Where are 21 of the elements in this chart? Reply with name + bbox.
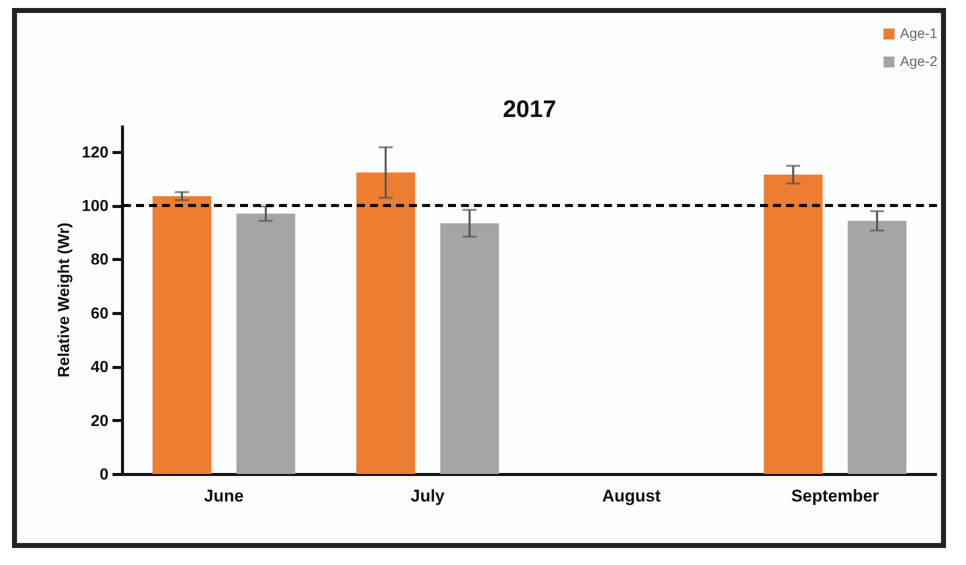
x-tick-label: September [791, 486, 880, 506]
y-axis-title: Relative Weight (Wr) [56, 222, 73, 378]
y-tick-label: 40 [90, 359, 109, 376]
bar [356, 172, 416, 474]
bar [440, 223, 499, 474]
y-tick-label: 0 [100, 466, 109, 484]
x-tick-label: July [410, 486, 446, 506]
legend-label: Age-2 [900, 53, 938, 69]
y-tick-label: 120 [82, 144, 109, 162]
y-tick-label: 20 [90, 412, 109, 430]
bar [848, 220, 906, 474]
bar [152, 196, 212, 474]
chart-title: 2017 [502, 96, 556, 123]
legend-label: Age-1 [900, 25, 938, 41]
y-tick-label: 60 [90, 305, 109, 322]
y-tick-label: 100 [82, 198, 109, 216]
x-tick-label: August [602, 486, 661, 506]
bar [764, 174, 823, 474]
bar [236, 214, 296, 474]
y-tick-label: 80 [90, 252, 109, 269]
x-tick-label: June [204, 486, 244, 506]
